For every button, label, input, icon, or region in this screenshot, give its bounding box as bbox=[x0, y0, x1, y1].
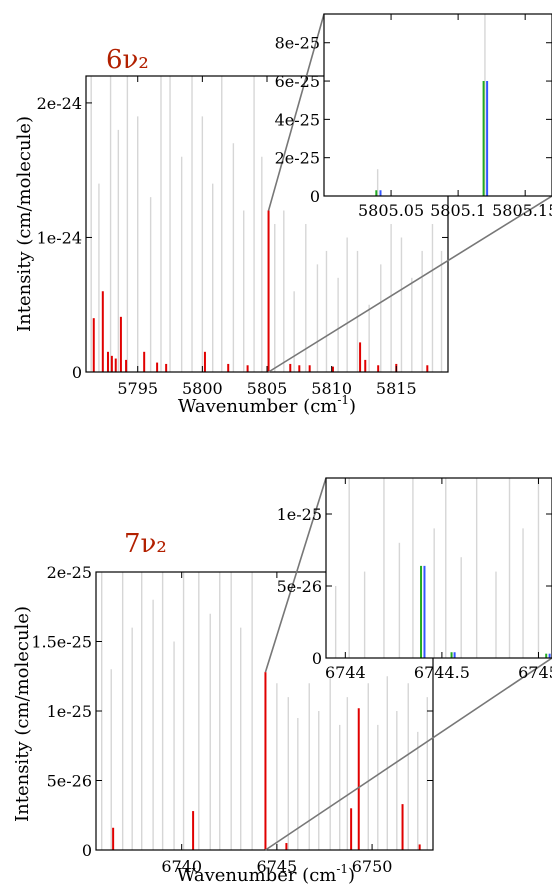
zoom-connector-2-upper bbox=[264, 477, 327, 673]
x-tick-label: 6750 bbox=[352, 857, 393, 876]
y-axis-title: Intensity (cm/molecule) bbox=[12, 606, 33, 822]
x-tick-label: 6744 bbox=[325, 663, 366, 682]
zoom-connector-1-lower bbox=[268, 195, 552, 373]
y-tick-label: 0 bbox=[72, 363, 82, 382]
spectral-lines bbox=[101, 572, 428, 850]
y-tick-label: 1e-25 bbox=[47, 702, 92, 721]
spectral-lines bbox=[375, 14, 489, 196]
y-tick-label: 1.5e-25 bbox=[31, 633, 92, 652]
plot-area bbox=[324, 14, 552, 196]
y-tick-label: 8e-25 bbox=[275, 34, 320, 53]
x-tick-label: 5805.05 bbox=[358, 201, 424, 220]
y-axis-title: Intensity (cm/molecule) bbox=[14, 116, 35, 332]
y-tick-label: 0 bbox=[312, 649, 322, 668]
panel-inset2: 6744 6744.5 6745 0 5e-26 1e-25 bbox=[277, 477, 552, 682]
x-axis-title: Wavenumber (cm-1) bbox=[178, 393, 356, 417]
x-tick-label: 6744.5 bbox=[414, 663, 470, 682]
x-tick-label: 5815 bbox=[376, 379, 417, 398]
x-tick-label: 5805.15 bbox=[492, 201, 552, 220]
x-axis-title-end: ) bbox=[349, 396, 356, 417]
x-axis-title-end: ) bbox=[348, 865, 355, 886]
spectral-lines bbox=[334, 478, 551, 658]
y-tick-label: 5e-26 bbox=[47, 772, 92, 791]
panel-inset1: 5805.05 5805.1 5805.15 0 2e-25 4e-25 6e-25 8e-2… bbox=[275, 13, 552, 220]
y-tick-label: 2e-24 bbox=[37, 94, 82, 113]
spectral-lines bbox=[90, 76, 443, 372]
y-tick-label: 0 bbox=[82, 841, 92, 860]
y-tick-label: 0 bbox=[310, 187, 320, 206]
x-tick-label: 6740 bbox=[161, 857, 202, 876]
band-label: 7ν₂ bbox=[124, 529, 167, 559]
y-tick-label: 4e-25 bbox=[275, 110, 320, 129]
y-tick-label: 5e-26 bbox=[277, 577, 322, 596]
x-axis-title-sup: -1 bbox=[337, 393, 349, 407]
x-tick-label: 5805 bbox=[247, 379, 288, 398]
y-tick-label: 2e-25 bbox=[47, 563, 92, 582]
x-tick-label: 6745 bbox=[518, 663, 552, 682]
x-tick-label: 5810 bbox=[311, 379, 352, 398]
x-tick-label: 5805.1 bbox=[430, 201, 486, 220]
axes-frame bbox=[325, 477, 552, 659]
x-axis-title-sup: -1 bbox=[336, 862, 348, 876]
axes-frame bbox=[323, 13, 552, 197]
zoom-connector-2-lower bbox=[265, 657, 552, 851]
zoom-connector-1-upper bbox=[267, 13, 325, 211]
y-tick-label: 2e-25 bbox=[275, 149, 320, 168]
x-tick-label: 6745 bbox=[257, 857, 298, 876]
y-tick-label: 1e-24 bbox=[37, 228, 82, 247]
band-label: 6ν₂ bbox=[106, 45, 149, 75]
x-axis-title: Wavenumber (cm-1) bbox=[177, 862, 355, 886]
x-tick-label: 5795 bbox=[117, 379, 158, 398]
plot-area bbox=[326, 478, 552, 658]
panel-main2: 6740 6745 6750 0 5e-26 1e-25 1.5e-25 2e-25 7ν₂ Wa… bbox=[12, 529, 434, 886]
y-tick-label: 6e-25 bbox=[275, 72, 320, 91]
x-tick-label: 5800 bbox=[182, 379, 223, 398]
y-tick-label: 1e-25 bbox=[277, 505, 322, 524]
